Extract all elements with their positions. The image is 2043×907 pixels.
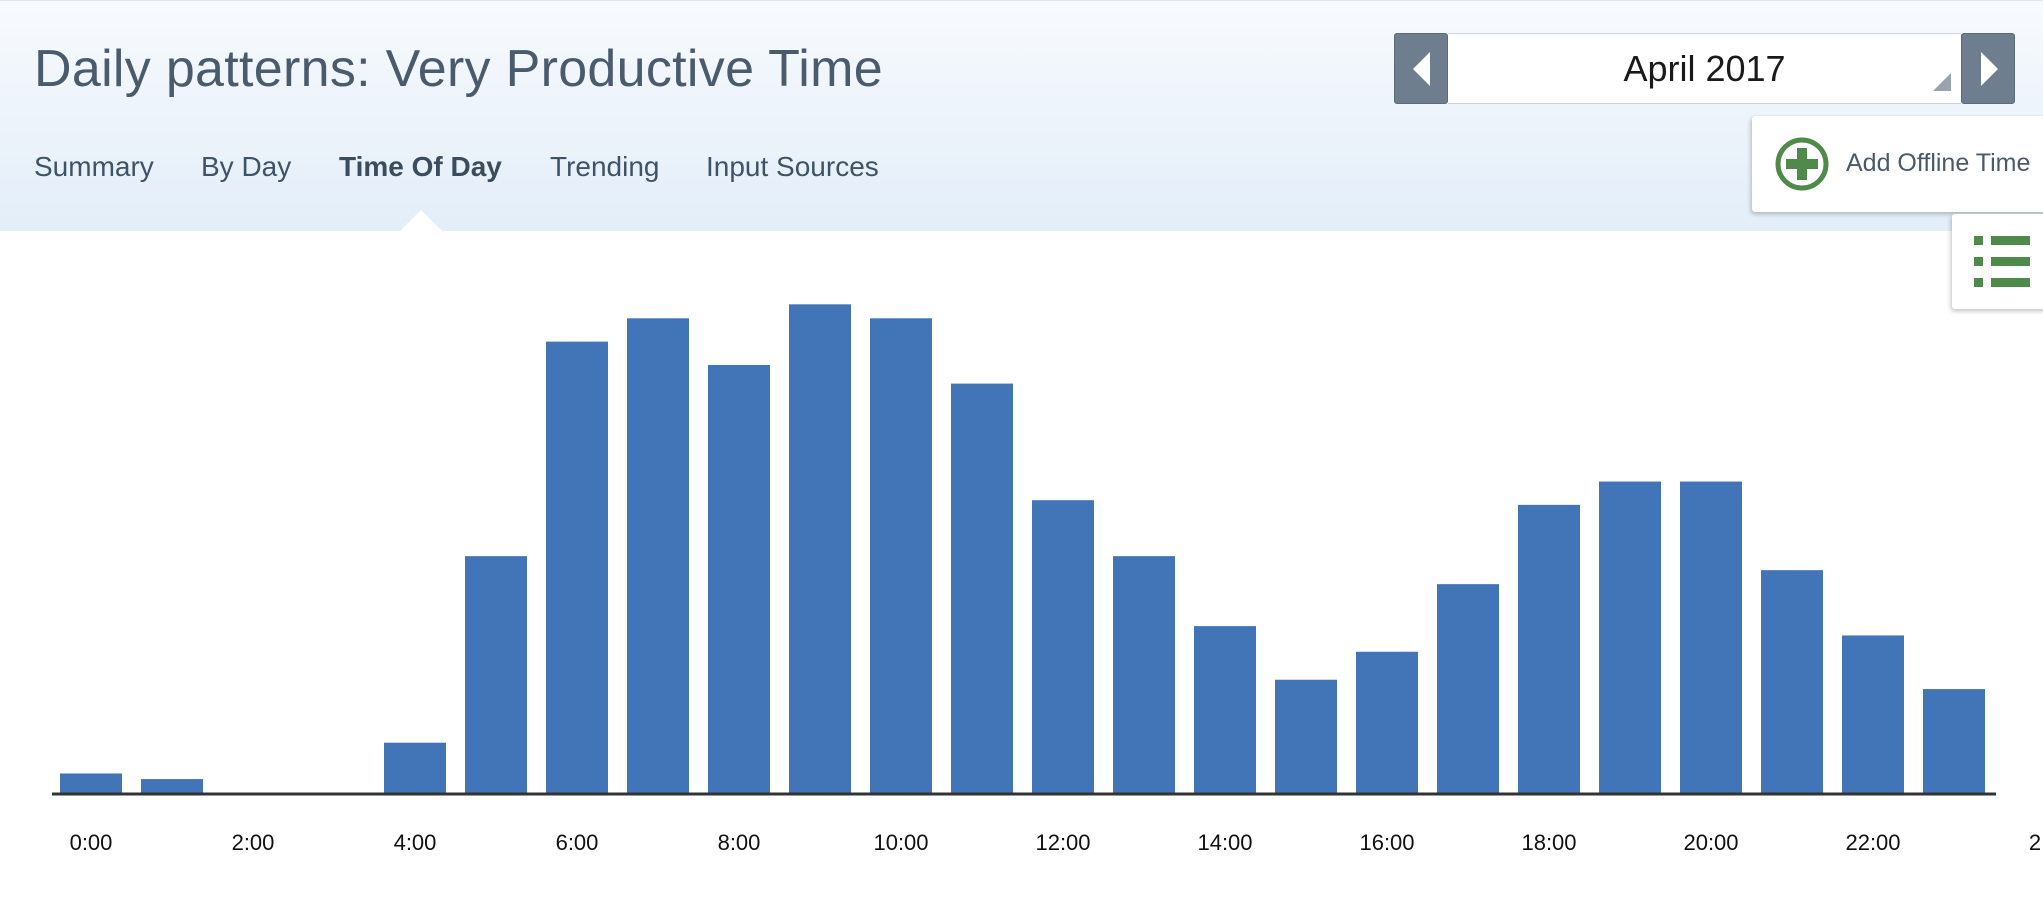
month-picker: April 2017 — [1394, 33, 2015, 104]
bar-7-00 — [627, 318, 689, 794]
list-view-button[interactable] — [1952, 214, 2043, 309]
header: Daily patterns: Very Productive Time Sum… — [0, 0, 2043, 232]
x-tick-label: 6:00 — [556, 830, 599, 855]
bar-5-00 — [465, 556, 527, 794]
month-select[interactable]: April 2017 — [1448, 33, 1961, 104]
resize-grip-icon — [1933, 73, 1951, 91]
x-tick-label: 2:00 — [232, 830, 275, 855]
bar-19-00 — [1599, 481, 1661, 794]
x-tick-label: 14:00 — [1197, 830, 1252, 855]
page-title: Daily patterns: Very Productive Time — [34, 40, 883, 98]
chart-bars — [60, 304, 1985, 794]
next-month-button[interactable] — [1961, 33, 2015, 104]
x-tick-label: 8:00 — [718, 830, 761, 855]
x-tick-label: 20:00 — [1683, 830, 1738, 855]
x-tick-label: 12:00 — [1035, 830, 1090, 855]
add-offline-time-button[interactable]: Add Offline Time — [1752, 116, 2043, 212]
bar-8-00 — [708, 364, 770, 794]
bar-22-00 — [1842, 635, 1904, 794]
x-tick-label: 16:00 — [1359, 830, 1414, 855]
x-tick-label: 22:00 — [1845, 830, 1900, 855]
bar-4-00 — [384, 742, 446, 794]
bar-11-00 — [951, 383, 1013, 794]
tab-trending[interactable]: Trending — [550, 151, 660, 182]
previous-month-button[interactable] — [1394, 33, 1448, 104]
active-tab-pointer — [399, 210, 443, 232]
bar-9-00 — [789, 304, 851, 794]
x-tick-label: 10:00 — [873, 830, 928, 855]
tab-time-of-day[interactable]: Time Of Day — [339, 151, 502, 182]
bar-12-00 — [1032, 500, 1094, 794]
x-tick-label: 4:00 — [394, 830, 437, 855]
month-value: April 2017 — [1623, 48, 1786, 89]
bar-6-00 — [546, 341, 608, 794]
bar-15-00 — [1275, 679, 1337, 794]
bar-23-00 — [1923, 689, 1985, 794]
bar-16-00 — [1356, 651, 1418, 794]
chevron-left-icon — [1413, 52, 1430, 86]
bar-20-00 — [1680, 481, 1742, 794]
add-offline-time-label: Add Offline Time — [1846, 149, 2031, 177]
bar-1-00 — [141, 779, 203, 794]
x-tick-label: 18:00 — [1521, 830, 1576, 855]
chevron-right-icon — [1981, 52, 1998, 86]
x-tick-label: 0:00 — [70, 830, 113, 855]
x-axis-tick-labels: 0:00 2:00 4:00 6:00 8:00 10:00 12:00 14:00 16:00… — [70, 830, 2042, 855]
tab-by-day[interactable]: By Day — [201, 151, 292, 182]
bar-10-00 — [870, 318, 932, 794]
bar-13-00 — [1113, 556, 1175, 794]
bar-chart: 0:00 2:00 4:00 6:00 8:00 10:00 12:00 14:00 16:00… — [52, 304, 2042, 855]
bar-14-00 — [1194, 626, 1256, 794]
x-tick-label: 2 — [2029, 830, 2041, 855]
bar-0-00 — [60, 773, 122, 794]
list-icon — [1974, 236, 2030, 287]
plus-circle-icon — [1775, 137, 1829, 191]
bar-17-00 — [1437, 584, 1499, 794]
bar-21-00 — [1761, 570, 1823, 794]
tab-input-sources[interactable]: Input Sources — [706, 151, 879, 182]
tab-summary[interactable]: Summary — [34, 151, 154, 182]
bar-18-00 — [1518, 504, 1580, 794]
